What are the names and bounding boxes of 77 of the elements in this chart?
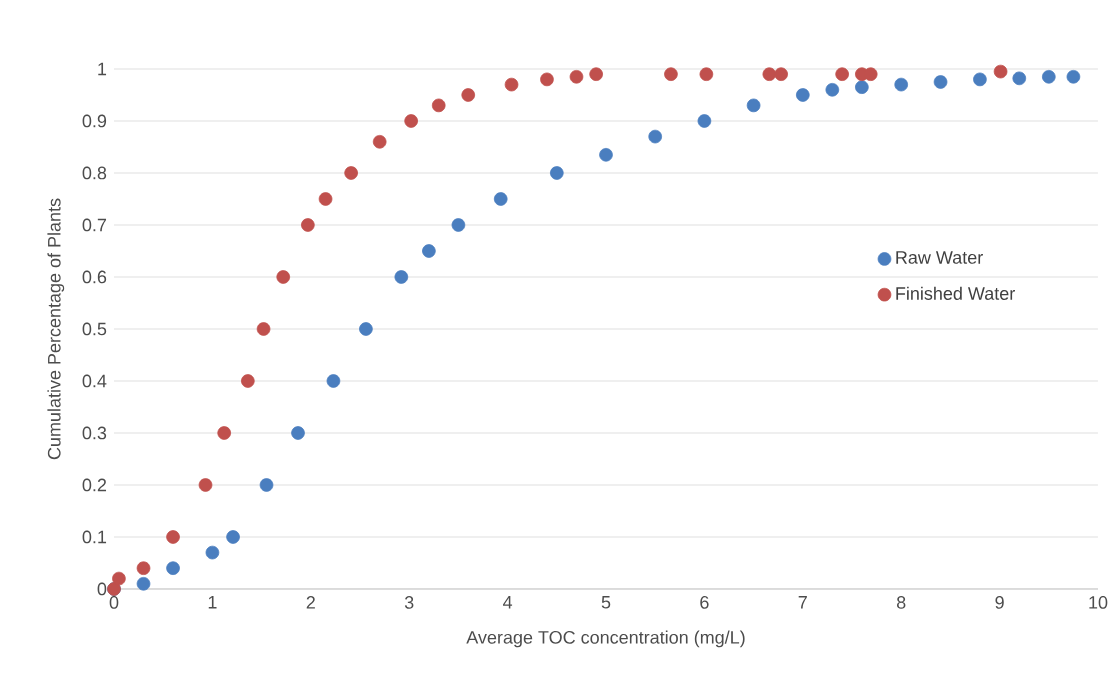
point bbox=[136, 576, 151, 591]
y-axis-title: Cumulative Percentage of Plants bbox=[47, 198, 65, 460]
y-tick-label: 1 bbox=[98, 62, 107, 76]
point bbox=[993, 64, 1008, 79]
point bbox=[291, 426, 305, 440]
point bbox=[1066, 69, 1081, 84]
point bbox=[205, 545, 220, 560]
x-tick-label: 0 bbox=[109, 596, 119, 609]
point bbox=[550, 166, 564, 180]
point bbox=[504, 77, 519, 92]
point bbox=[855, 80, 869, 94]
point bbox=[166, 561, 180, 575]
point bbox=[648, 129, 662, 144]
point bbox=[359, 322, 373, 336]
point bbox=[259, 478, 274, 492]
y-tick-label: 0.7 bbox=[82, 218, 107, 232]
point bbox=[372, 134, 387, 149]
x-tick-label: 9 bbox=[995, 596, 1004, 609]
point bbox=[589, 67, 603, 81]
point bbox=[697, 114, 712, 128]
point bbox=[166, 530, 180, 544]
point bbox=[301, 218, 315, 232]
y-tick-label: 0.5 bbox=[82, 322, 107, 336]
y-tick-label: 0.4 bbox=[82, 374, 107, 388]
point bbox=[493, 192, 508, 206]
point bbox=[762, 67, 777, 81]
point bbox=[344, 166, 358, 180]
x-tick-label: 7 bbox=[798, 596, 807, 609]
x-tick-label: 2 bbox=[306, 596, 315, 609]
point bbox=[136, 561, 151, 575]
point bbox=[933, 75, 948, 89]
y-tick-label: 0.1 bbox=[82, 530, 107, 544]
point bbox=[540, 72, 554, 87]
y-tick-label: 0 bbox=[97, 582, 107, 596]
x-tick-label: 8 bbox=[896, 596, 906, 609]
y-tick-label: 0.8 bbox=[82, 166, 107, 180]
point bbox=[664, 67, 678, 81]
x-tick-label: 4 bbox=[503, 596, 513, 609]
x-tick-label: 1 bbox=[208, 596, 217, 609]
point bbox=[774, 67, 788, 81]
point bbox=[825, 82, 840, 97]
point bbox=[699, 67, 714, 81]
point bbox=[451, 218, 466, 232]
point bbox=[217, 426, 232, 440]
point bbox=[326, 374, 341, 388]
point bbox=[404, 114, 418, 128]
point bbox=[599, 147, 613, 162]
point bbox=[394, 270, 409, 284]
legend-label: Raw Water bbox=[896, 251, 983, 264]
point bbox=[796, 88, 810, 102]
point bbox=[431, 98, 446, 113]
y-tick-label: 0.2 bbox=[82, 478, 107, 492]
point bbox=[276, 270, 291, 284]
x-tick-label: 3 bbox=[404, 596, 414, 609]
x-tick-label: 5 bbox=[601, 596, 611, 609]
point bbox=[226, 530, 240, 544]
point bbox=[894, 77, 908, 92]
x-tick-label: 6 bbox=[700, 596, 709, 609]
point bbox=[973, 72, 987, 87]
point bbox=[241, 374, 255, 388]
x-tick-label: 10 bbox=[1089, 596, 1108, 609]
point bbox=[318, 192, 333, 206]
legend-label: Finished Water bbox=[896, 286, 1015, 300]
point bbox=[835, 67, 849, 81]
x-axis-title: Average TOC concentration (mg/L) bbox=[466, 630, 745, 648]
point bbox=[461, 88, 476, 102]
point bbox=[112, 571, 126, 586]
y-tick-label: 0.9 bbox=[82, 114, 107, 128]
point bbox=[256, 322, 271, 336]
y-tick-label: 0.3 bbox=[82, 426, 107, 440]
point bbox=[1042, 69, 1056, 84]
point bbox=[569, 69, 584, 84]
point bbox=[1012, 71, 1027, 86]
point bbox=[422, 244, 436, 258]
point bbox=[746, 98, 761, 113]
point bbox=[198, 478, 213, 492]
y-tick-label: 0.6 bbox=[82, 270, 107, 284]
